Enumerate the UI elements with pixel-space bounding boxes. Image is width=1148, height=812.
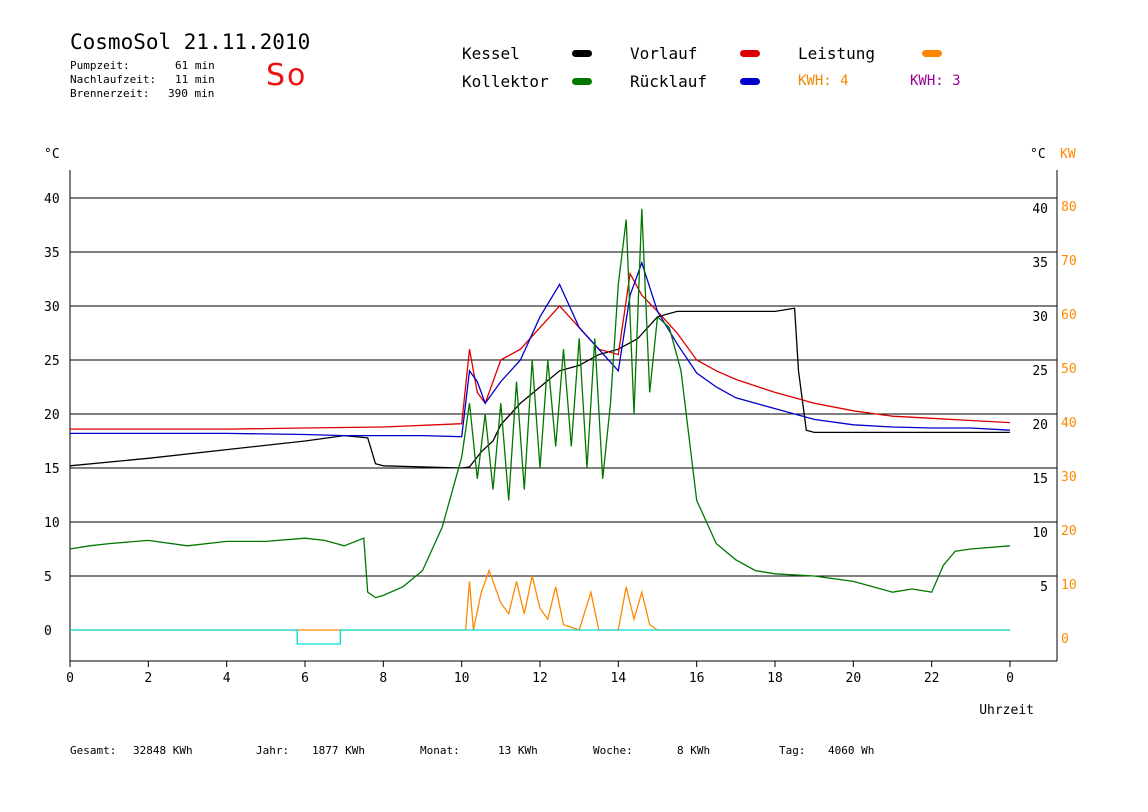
footer-woche-label: Woche: <box>593 744 633 757</box>
y-tick-label-left: 30 <box>44 300 60 315</box>
y-tick-label-kw: 70 <box>1061 254 1077 269</box>
y-tick-label-kw: 50 <box>1061 362 1077 377</box>
y-tick-label-left: 0 <box>44 624 52 639</box>
footer-gesamt-label: Gesamt: <box>70 744 117 757</box>
footer-monat-value: 13 KWh <box>498 744 538 757</box>
y-tick-label-kw: 10 <box>1061 578 1077 593</box>
legend-ruecklauf-label: Rücklauf <box>630 72 708 91</box>
y-tick-label-left: 15 <box>44 462 60 477</box>
footer-gesamt-value: 32848 KWh <box>133 744 193 757</box>
footer-jahr-label: Jahr: <box>256 744 290 757</box>
legend-vorlauf-swatch <box>740 50 760 57</box>
x-axis-label: Uhrzeit <box>979 703 1034 718</box>
x-tick-label: 16 <box>689 671 705 686</box>
axis-labels: 0 2 4 6 8 10 12 14 16 18 20 22 0 0 5 10 15 20 25 30 35 40 5 10 1… <box>44 147 1077 718</box>
x-tick-label: 18 <box>767 671 783 686</box>
y-tick-label-kw: 60 <box>1061 308 1077 323</box>
pumpzeit-label: Pumpzeit: <box>70 59 130 72</box>
legend-kessel-swatch <box>572 50 592 57</box>
legend-vorlauf-label: Vorlauf <box>630 44 698 63</box>
y-tick-label-left: 20 <box>44 408 60 423</box>
x-tick-label: 2 <box>144 671 152 686</box>
series-pump <box>70 629 1010 645</box>
y-tick-label-right: 5 <box>1040 580 1048 595</box>
x-tick-label: 10 <box>454 671 470 686</box>
y-tick-label-kw: 40 <box>1061 416 1077 431</box>
y-tick-label-left: 35 <box>44 246 60 261</box>
pumpzeit-value: 61 min <box>175 59 215 72</box>
series-leistung <box>70 568 1010 631</box>
x-tick-label: 22 <box>924 671 940 686</box>
y-tick-label-left: 40 <box>44 192 60 207</box>
grid-lines <box>70 197 1057 577</box>
footer-tag-label: Tag: <box>779 744 806 757</box>
footer-tag-value: 4060 Wh <box>828 744 875 757</box>
y-tick-label-kw: 0 <box>1061 632 1069 647</box>
legend-kollektor-label: Kollektor <box>462 72 549 91</box>
x-tick-label: 0 <box>1006 671 1014 686</box>
x-tick-label: 8 <box>379 671 387 686</box>
y-tick-label-right: 15 <box>1032 472 1048 487</box>
legend-kollektor-swatch <box>572 78 592 85</box>
kwh-total-1: KWH: 4 <box>798 73 849 89</box>
footer-monat-label: Monat: <box>420 744 460 757</box>
footer-jahr-value: 1877 KWh <box>312 744 365 757</box>
y-tick-label-left: 5 <box>44 570 52 585</box>
legend-leistung-swatch <box>922 50 942 57</box>
chart-title: CosmoSol 21.11.2010 <box>70 30 311 54</box>
y-tick-label-kw: 80 <box>1061 200 1077 215</box>
brennerzeit-label: Brennerzeit: <box>70 87 150 100</box>
legend-ruecklauf-swatch <box>740 78 760 85</box>
legend-leistung-label: Leistung <box>798 44 876 63</box>
y-tick-label-right: 35 <box>1032 256 1048 271</box>
series-vorlauf <box>70 271 1011 430</box>
y-tick-label-left: 25 <box>44 354 60 369</box>
legend-kessel-label: Kessel <box>462 44 520 63</box>
series-kessel <box>69 307 1010 469</box>
x-tick-label: 20 <box>846 671 862 686</box>
weekday-label: So <box>266 58 308 93</box>
y-tick-label-left: 10 <box>44 516 60 531</box>
y-tick-label-right: 25 <box>1032 364 1048 379</box>
y-unit-left: °C <box>44 147 60 162</box>
y-tick-label-right: 10 <box>1032 526 1048 541</box>
x-tick-label: 0 <box>66 671 74 686</box>
x-tick-label: 14 <box>611 671 627 686</box>
series-kollektor <box>69 208 1011 599</box>
nachlaufzeit-label: Nachlaufzeit: <box>70 73 157 86</box>
y-tick-label-right: 40 <box>1032 202 1048 217</box>
x-tick-label: 6 <box>301 671 309 686</box>
brennerzeit-value: 390 min <box>168 87 215 100</box>
axes <box>69 170 1058 667</box>
nachlaufzeit-value: 11 min <box>175 73 215 86</box>
y-tick-label-right: 30 <box>1032 310 1048 325</box>
footer-woche-value: 8 KWh <box>677 744 711 757</box>
y-unit-kw: KW <box>1060 147 1076 162</box>
x-tick-label: 4 <box>223 671 231 686</box>
y-tick-label-kw: 20 <box>1061 524 1077 539</box>
kwh-total-2: KWH: 3 <box>910 73 961 89</box>
x-tick-label: 12 <box>532 671 548 686</box>
y-tick-label-kw: 30 <box>1061 470 1077 485</box>
y-unit-right: °C <box>1030 147 1046 162</box>
y-tick-label-right: 20 <box>1032 418 1048 433</box>
series-lines <box>69 208 1011 645</box>
series-ruecklauf <box>70 260 1011 438</box>
